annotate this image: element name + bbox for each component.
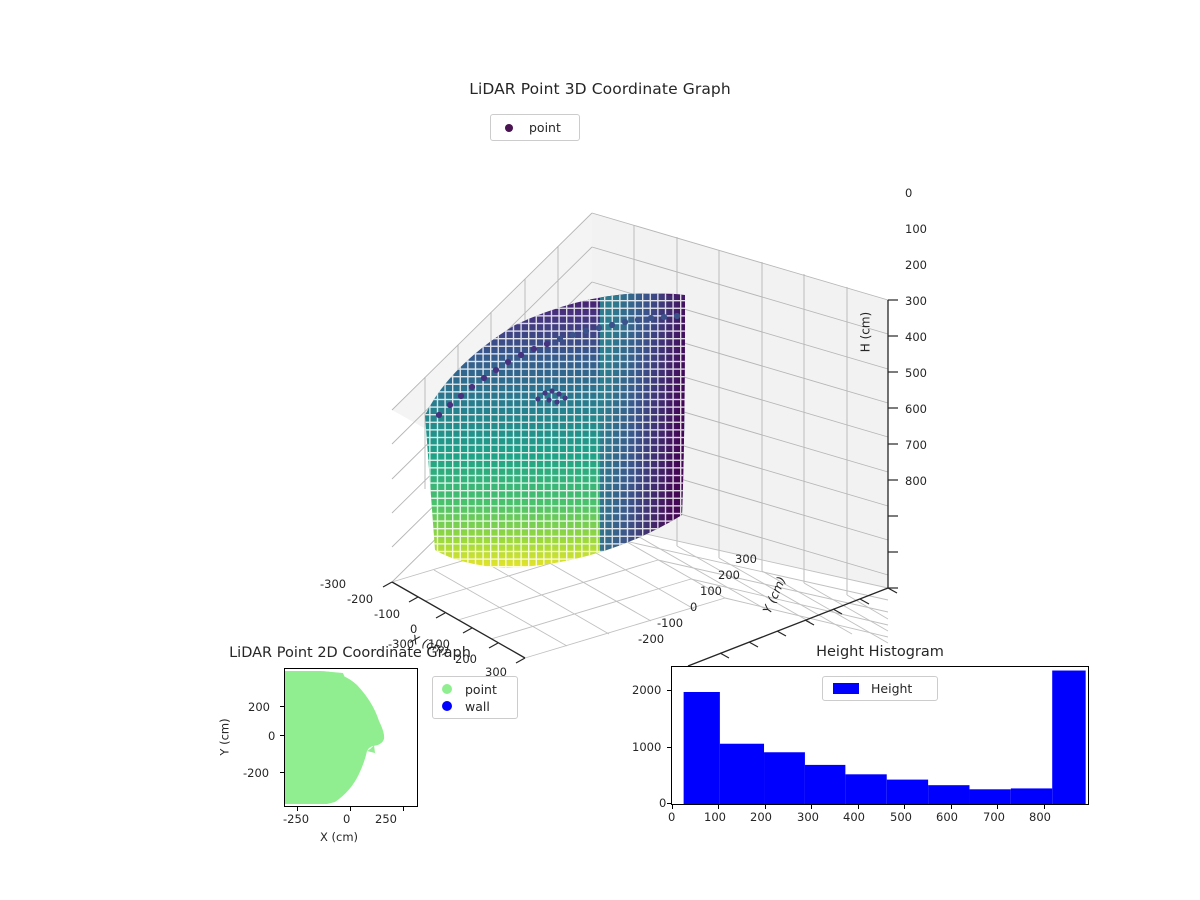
plot3d-ztick-3: 300 (905, 294, 927, 308)
plot3d-xtick-2: -100 (374, 607, 401, 621)
plot2d-xaxis-label: X (cm) (320, 830, 359, 844)
histogram-bar (845, 774, 887, 804)
plot3d-xtick-5: 200 (455, 652, 477, 666)
histogram-xtick-500: 500 (890, 810, 912, 824)
plot3d-ztick-4: 400 (905, 330, 927, 344)
plot3d-ytick-6: 300 (735, 552, 757, 566)
histogram-ytickmark-2000 (667, 690, 671, 691)
histogram-xtick-800: 800 (1029, 810, 1051, 824)
histogram-xtickmark-600 (951, 805, 952, 809)
histogram-bar (969, 789, 1011, 804)
plot3d-ztick-8: 800 (905, 474, 927, 488)
plot3d-xtick-1: -200 (347, 592, 374, 606)
plot3d-ztick-6: 600 (905, 402, 927, 416)
legend-entry-point: point (433, 681, 517, 698)
plot2d-ytickmark-neg200 (280, 772, 284, 773)
histogram-xtick-100: 100 (704, 810, 726, 824)
histogram-xtick-200: 200 (750, 810, 772, 824)
histogram-xtickmark-400 (858, 805, 859, 809)
plot3d-xtick-4: 100 (428, 637, 450, 651)
histogram-xtickmark-100 (718, 805, 719, 809)
histogram-bar (804, 764, 846, 804)
plot2d-ytickmark-0 (280, 735, 284, 736)
plot2d-ytickmark-200 (280, 706, 284, 707)
plot3d-ytick-5: 200 (718, 568, 740, 582)
wall-marker-icon (442, 701, 452, 711)
legend-label: point (529, 120, 561, 135)
legend-entry-wall: wall (433, 698, 517, 715)
plot3d-xtick-3: 0 (410, 622, 418, 636)
legend-label: point (465, 681, 497, 697)
plot3d-ytick-0: -300 (388, 637, 415, 651)
plot2d-xtickmark-250 (403, 807, 404, 811)
histogram-ytick-1000: 1000 (632, 740, 662, 754)
plot3d-zaxis-label: H (cm) (858, 311, 873, 353)
plot2d-xtick-0: 0 (343, 812, 351, 826)
legend-label: Height (871, 681, 913, 696)
histogram-xtickmark-700 (997, 805, 998, 809)
histogram-bar (1010, 788, 1053, 804)
plot3d-axes[interactable]: -300 -200 -100 0 100 200 300 300 200 100… (300, 110, 927, 679)
histogram-bar (719, 743, 765, 804)
plot2d-xtick-neg250: -250 (283, 812, 310, 826)
plot3d-ytick-1: -200 (638, 632, 665, 646)
legend-entry-height: Height (823, 680, 937, 697)
point-marker-icon (505, 123, 513, 132)
height-swatch-icon (833, 683, 859, 694)
plot3d-ytick-3: 0 (690, 600, 698, 614)
histogram-bar (683, 691, 720, 804)
plot3d-ytick-4: 100 (700, 584, 722, 598)
point-marker-icon (442, 684, 452, 694)
plot3d-ytick-2: -100 (657, 616, 684, 630)
plot2d-xtickmark-0 (350, 807, 351, 811)
histogram-legend[interactable]: Height (822, 676, 938, 701)
legend-label: wall (465, 698, 490, 714)
histogram-xtick-300: 300 (797, 810, 819, 824)
histogram-xtickmark-300 (811, 805, 812, 809)
plot3d-title: LiDAR Point 3D Coordinate Graph (469, 80, 731, 98)
legend-entry-point: point (491, 119, 579, 136)
plot2d-title: LiDAR Point 2D Coordinate Graph (229, 645, 471, 661)
histogram-xtick-600: 600 (936, 810, 958, 824)
plot2d-xtickmark-neg250 (297, 807, 298, 811)
histogram-xtickmark-0 (672, 805, 673, 809)
plot2d-ytick-200: 200 (248, 700, 270, 714)
plot2d-legend[interactable]: point wall (432, 676, 518, 719)
histogram-ytick-2000: 2000 (632, 683, 662, 697)
histogram-bar (1052, 670, 1086, 804)
histogram-bar (886, 779, 929, 804)
histogram-xtickmark-500 (904, 805, 905, 809)
plot2d-ytick-neg200: -200 (243, 766, 270, 780)
plot3d-legend[interactable]: point (490, 114, 580, 141)
plot3d-ztick-7: 700 (905, 438, 927, 452)
histogram-ytickmark-1000 (667, 747, 671, 748)
plot2d-axes[interactable] (284, 668, 418, 807)
plot3d-ztick-1: 100 (905, 222, 927, 236)
plot2d-xtick-250: 250 (375, 812, 397, 826)
plot3d-ztick-0: 0 (905, 186, 913, 200)
histogram-bar (764, 752, 805, 804)
histogram-ytick-0: 0 (659, 796, 667, 810)
plot3d-ztick-5: 500 (905, 366, 927, 380)
histogram-bars (683, 670, 1086, 804)
plot3d-ztick-2: 200 (905, 258, 927, 272)
plot3d-xtick-6: 300 (485, 665, 507, 679)
plot2d-ytick-0: 0 (268, 729, 276, 743)
histogram-bar (928, 785, 970, 804)
histogram-xtick-700: 700 (983, 810, 1005, 824)
plot3d-xtick-0: -300 (320, 577, 347, 591)
histogram-ytickmark-0 (667, 803, 671, 804)
histogram-xtickmark-800 (1044, 805, 1045, 809)
histogram-title: Height Histogram (816, 644, 944, 660)
histogram-xtickmark-200 (765, 805, 766, 809)
plot2d-yaxis-label: Y (cm) (217, 718, 232, 756)
histogram-xtick-400: 400 (843, 810, 865, 824)
histogram-xtick-0: 0 (668, 810, 676, 824)
